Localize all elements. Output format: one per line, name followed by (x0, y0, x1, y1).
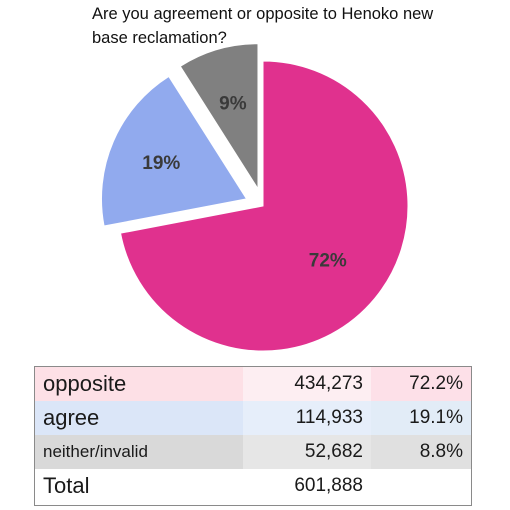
row-count: 601,888 (243, 469, 371, 503)
row-label: agree (35, 401, 243, 435)
row-count: 52,682 (243, 435, 371, 469)
row-percent (371, 469, 471, 503)
row-count: 434,273 (243, 367, 371, 401)
row-percent: 8.8% (371, 435, 471, 469)
pie-label-opposite: 72% (309, 251, 347, 272)
chart-title: Are you agreement or opposite to Henoko … (92, 5, 434, 47)
table-row: neither/invalid 52,682 8.8% (35, 435, 471, 469)
row-percent: 19.1% (371, 401, 471, 435)
pie-label-agree: 19% (142, 153, 180, 174)
row-percent: 72.2% (371, 367, 471, 401)
table-row: Total 601,888 (35, 469, 471, 503)
pie-slice-neither-invalid (179, 43, 259, 191)
row-label: opposite (35, 367, 243, 401)
results-table: opposite 434,273 72.2% agree 114,933 19.1% nei… (34, 366, 472, 506)
pie-chart: 72% 19% 9% (100, 43, 409, 352)
table-row: opposite 434,273 72.2% (35, 367, 471, 401)
row-label: Total (35, 469, 243, 503)
row-count: 114,933 (243, 401, 371, 435)
pie-slice-agree (100, 75, 248, 227)
row-label: neither/invalid (35, 435, 243, 469)
table-row: agree 114,933 19.1% (35, 401, 471, 435)
pie-label-neither-invalid: 9% (219, 93, 247, 114)
pie-slice-opposite (119, 60, 409, 352)
